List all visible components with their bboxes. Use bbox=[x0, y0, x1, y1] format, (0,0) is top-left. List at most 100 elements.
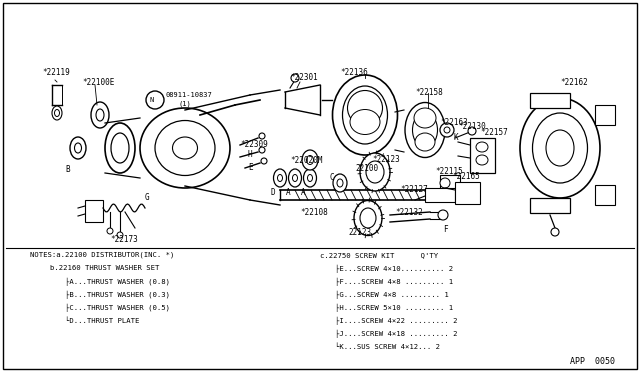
Circle shape bbox=[117, 232, 123, 238]
Text: ├I....SCREW 4×22 ......... 2: ├I....SCREW 4×22 ......... 2 bbox=[335, 317, 458, 325]
Bar bbox=[530, 198, 570, 213]
Circle shape bbox=[259, 147, 265, 153]
Text: B: B bbox=[65, 165, 70, 174]
Text: *22163: *22163 bbox=[440, 118, 468, 127]
Text: *22301: *22301 bbox=[290, 73, 317, 82]
Text: ├B...THRUST WASHER (0.3): ├B...THRUST WASHER (0.3) bbox=[65, 291, 170, 299]
Text: *22115: *22115 bbox=[435, 167, 463, 176]
Text: A: A bbox=[301, 188, 306, 197]
Ellipse shape bbox=[307, 174, 312, 182]
Text: D: D bbox=[271, 188, 276, 197]
Text: ├A...THRUST WASHER (0.8): ├A...THRUST WASHER (0.8) bbox=[65, 278, 170, 286]
Ellipse shape bbox=[360, 208, 376, 228]
Text: *22157: *22157 bbox=[480, 128, 508, 137]
Bar bbox=[530, 93, 570, 108]
Bar bbox=[440, 175, 460, 191]
Circle shape bbox=[261, 158, 267, 164]
Text: *22119: *22119 bbox=[42, 68, 70, 77]
Text: *22108: *22108 bbox=[300, 208, 328, 217]
Text: *22123: *22123 bbox=[372, 155, 400, 164]
Text: 22100: 22100 bbox=[355, 164, 378, 173]
Circle shape bbox=[440, 178, 450, 188]
Text: *22020M: *22020M bbox=[290, 156, 323, 165]
Text: *22100E: *22100E bbox=[82, 78, 115, 87]
Circle shape bbox=[444, 127, 450, 133]
Text: ├F....SCREW 4×8 ......... 1: ├F....SCREW 4×8 ......... 1 bbox=[335, 278, 453, 286]
Text: ├G...SCREW 4×8 ......... 1: ├G...SCREW 4×8 ......... 1 bbox=[335, 291, 449, 299]
Ellipse shape bbox=[291, 74, 299, 82]
Ellipse shape bbox=[289, 169, 301, 187]
Ellipse shape bbox=[303, 169, 317, 187]
Circle shape bbox=[440, 123, 454, 137]
Circle shape bbox=[107, 228, 113, 234]
Ellipse shape bbox=[476, 155, 488, 165]
Text: └K...SUS SCREW 4×12... 2: └K...SUS SCREW 4×12... 2 bbox=[335, 343, 440, 350]
Bar bbox=[470, 138, 495, 173]
Text: *22136: *22136 bbox=[340, 68, 368, 77]
Ellipse shape bbox=[342, 86, 387, 144]
Ellipse shape bbox=[273, 169, 287, 187]
Ellipse shape bbox=[91, 102, 109, 128]
Text: E: E bbox=[248, 163, 253, 172]
Text: A: A bbox=[286, 188, 291, 197]
Text: ├E...SCREW 4×10.......... 2: ├E...SCREW 4×10.......... 2 bbox=[335, 265, 453, 273]
Ellipse shape bbox=[532, 113, 588, 183]
Ellipse shape bbox=[278, 174, 282, 182]
Ellipse shape bbox=[413, 112, 438, 148]
Text: c.22750 SCREW KIT      Q'TY: c.22750 SCREW KIT Q'TY bbox=[320, 252, 438, 258]
Text: └D...THRUST PLATE: └D...THRUST PLATE bbox=[65, 317, 140, 324]
Text: ├H...SCREW 5×10 ......... 1: ├H...SCREW 5×10 ......... 1 bbox=[335, 304, 453, 312]
Text: N: N bbox=[150, 97, 154, 103]
Bar bbox=[595, 105, 615, 125]
Ellipse shape bbox=[173, 137, 198, 159]
Ellipse shape bbox=[354, 201, 382, 235]
Ellipse shape bbox=[307, 155, 314, 164]
Text: F: F bbox=[443, 225, 447, 234]
Ellipse shape bbox=[54, 109, 60, 116]
Ellipse shape bbox=[366, 161, 384, 183]
Text: b.22160 THRUST WASHER SET: b.22160 THRUST WASHER SET bbox=[50, 265, 159, 271]
Circle shape bbox=[551, 228, 559, 236]
Text: *22173: *22173 bbox=[110, 235, 138, 244]
Ellipse shape bbox=[70, 137, 86, 159]
Ellipse shape bbox=[360, 153, 390, 191]
Ellipse shape bbox=[333, 174, 347, 192]
Text: (1): (1) bbox=[178, 100, 191, 106]
Ellipse shape bbox=[405, 103, 445, 157]
Text: APP  0050: APP 0050 bbox=[570, 357, 615, 366]
Text: *22130: *22130 bbox=[458, 122, 486, 131]
Ellipse shape bbox=[520, 98, 600, 198]
Circle shape bbox=[468, 127, 476, 135]
Bar bbox=[425, 188, 455, 202]
Ellipse shape bbox=[476, 142, 488, 152]
Text: *22158: *22158 bbox=[415, 88, 443, 97]
Ellipse shape bbox=[415, 133, 435, 151]
Text: *22162: *22162 bbox=[560, 78, 588, 87]
Text: K: K bbox=[454, 133, 459, 142]
Text: H: H bbox=[248, 150, 253, 159]
Bar bbox=[455, 182, 480, 204]
Ellipse shape bbox=[348, 90, 383, 125]
Circle shape bbox=[146, 91, 164, 109]
Bar bbox=[595, 185, 615, 205]
Ellipse shape bbox=[155, 121, 215, 176]
Ellipse shape bbox=[96, 109, 104, 121]
Circle shape bbox=[259, 133, 265, 139]
Text: 08911-10837: 08911-10837 bbox=[166, 92, 212, 98]
Ellipse shape bbox=[292, 174, 298, 182]
Text: *22165: *22165 bbox=[452, 172, 480, 181]
Ellipse shape bbox=[302, 150, 318, 170]
Ellipse shape bbox=[350, 109, 380, 135]
Ellipse shape bbox=[111, 133, 129, 163]
Bar bbox=[85, 200, 103, 222]
Ellipse shape bbox=[105, 123, 135, 173]
Ellipse shape bbox=[546, 130, 574, 166]
Circle shape bbox=[438, 210, 448, 220]
Ellipse shape bbox=[52, 106, 62, 120]
Text: *22309: *22309 bbox=[240, 140, 268, 149]
Text: C: C bbox=[330, 173, 335, 182]
Text: ├C...THRUST WASHER (0.5): ├C...THRUST WASHER (0.5) bbox=[65, 304, 170, 312]
Text: *22132: *22132 bbox=[395, 208, 423, 217]
Text: G: G bbox=[145, 193, 150, 202]
Text: ├J....SCREW 4×18 ......... 2: ├J....SCREW 4×18 ......... 2 bbox=[335, 330, 458, 338]
